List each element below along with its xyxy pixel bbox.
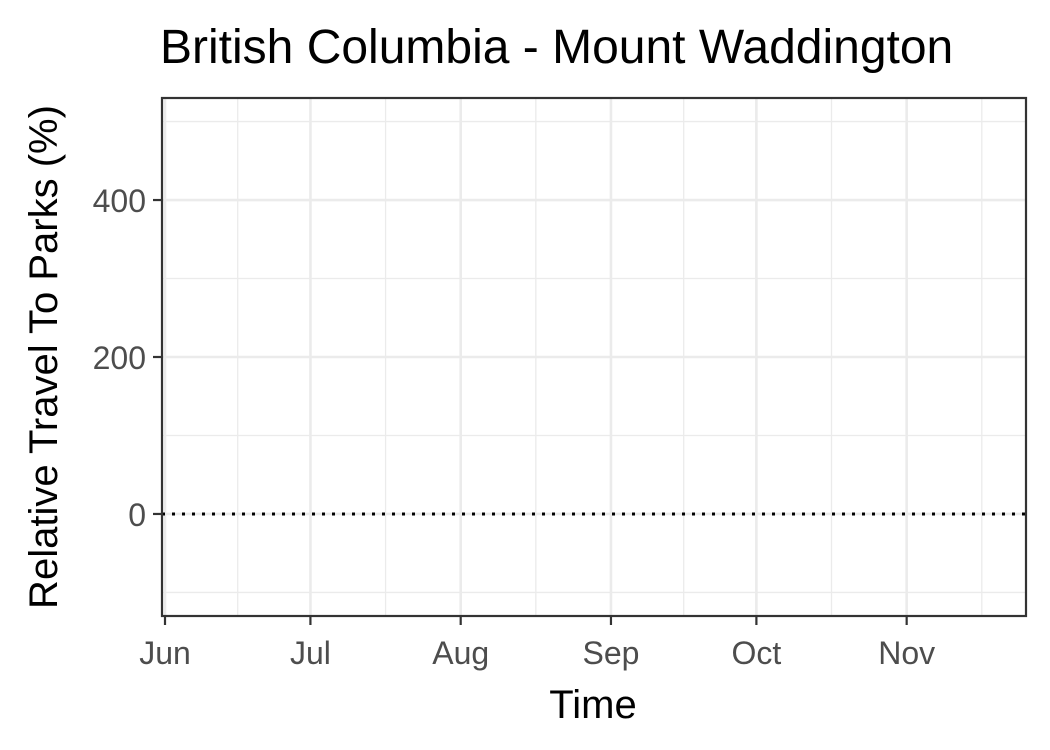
x-tick-label: Jun [139,635,191,671]
y-tick-label: 0 [128,497,146,533]
grid [162,98,1026,616]
x-axis: Jun Jul Aug Sep Oct Nov [139,616,935,671]
x-tick-label: Oct [731,635,781,671]
chart-title: British Columbia - Mount Waddington [160,21,953,74]
y-tick-label: 200 [93,340,146,376]
y-tick-label: 400 [93,183,146,219]
x-tick-label: Aug [432,635,489,671]
x-tick-label: Sep [582,635,639,671]
y-axis: 0 200 400 [93,183,162,533]
x-tick-label: Nov [878,635,935,671]
x-axis-title: Time [549,683,636,727]
x-tick-label: Jul [290,635,331,671]
y-axis-title: Relative Travel To Parks (%) [22,105,66,609]
